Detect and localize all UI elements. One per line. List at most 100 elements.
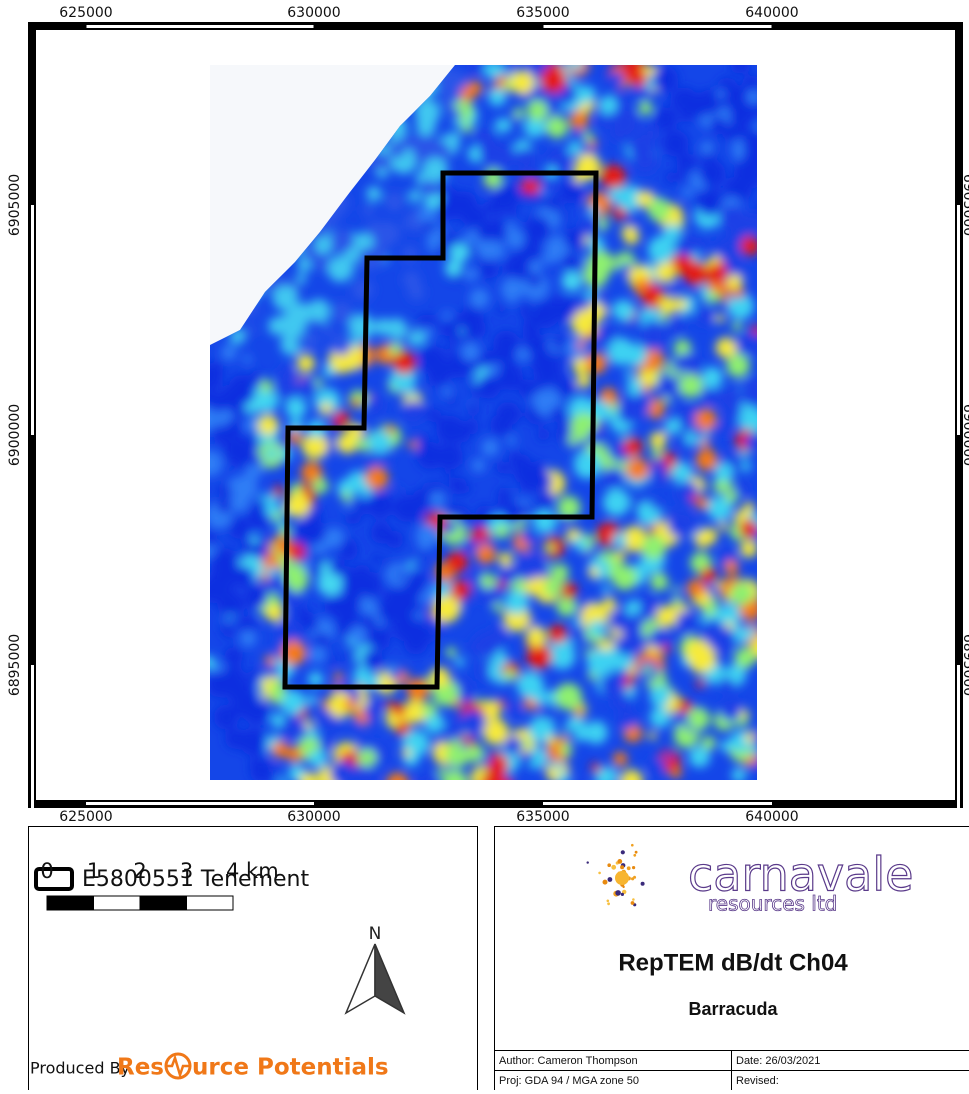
heat-blob xyxy=(333,304,353,324)
heat-blob xyxy=(363,204,375,216)
heat-blob xyxy=(319,314,328,323)
heat-blob xyxy=(677,153,697,173)
heat-blob xyxy=(639,101,653,115)
heat-blob xyxy=(719,421,732,434)
heat-blob xyxy=(719,522,728,531)
heat-blob xyxy=(385,192,405,212)
logo-dot xyxy=(621,850,625,854)
logo-dot xyxy=(631,844,634,847)
heat-blob xyxy=(476,544,496,564)
heat-blob xyxy=(719,205,746,232)
heat-blob xyxy=(309,750,327,768)
heat-blob xyxy=(461,316,480,335)
heat-blob xyxy=(272,741,289,758)
map-subtitle: Barracuda xyxy=(688,999,778,1019)
heat-blob xyxy=(614,208,626,220)
heat-blob xyxy=(266,448,277,459)
logo-dot xyxy=(608,877,613,882)
heat-blob xyxy=(724,85,749,110)
heat-blob xyxy=(345,651,354,660)
logo-dot xyxy=(631,901,635,905)
heat-blob xyxy=(691,495,699,503)
heat-blob xyxy=(602,585,611,594)
logo-dot xyxy=(615,890,621,896)
heat-blob xyxy=(223,627,234,638)
heat-blob xyxy=(240,728,267,755)
heat-blob xyxy=(681,112,692,123)
heat-blob xyxy=(240,630,257,647)
heat-blob xyxy=(295,337,305,347)
heat-blob xyxy=(243,355,252,364)
heat-blob xyxy=(249,757,264,772)
heat-blob xyxy=(716,237,741,262)
heat-blob xyxy=(730,582,754,606)
heat-blob xyxy=(461,741,469,749)
heat-blob xyxy=(258,415,279,436)
heat-blob xyxy=(449,332,460,343)
heat-blob xyxy=(650,573,668,591)
x-coord-label: 640000 xyxy=(745,809,798,825)
heat-blob xyxy=(460,710,486,736)
heat-blob xyxy=(479,140,504,165)
heat-blob xyxy=(672,597,681,606)
heat-blob xyxy=(533,690,548,705)
heat-blob xyxy=(365,614,374,623)
heat-blob xyxy=(573,618,581,626)
frame-segment xyxy=(957,205,960,435)
heat-blob xyxy=(446,647,456,657)
heat-blob xyxy=(650,432,667,449)
heat-blob xyxy=(732,322,742,332)
heat-blob xyxy=(641,568,649,576)
heat-blob xyxy=(648,758,666,776)
heat-blob xyxy=(539,490,555,506)
heat-blob xyxy=(298,258,312,272)
scale-label: 0 xyxy=(40,859,53,883)
heat-blob xyxy=(329,560,344,575)
y-coord-label: 6900000 xyxy=(7,404,23,466)
heat-blob xyxy=(611,445,623,457)
heat-blob xyxy=(483,719,509,745)
heat-blob xyxy=(408,190,421,203)
heat-blob xyxy=(505,590,529,614)
heat-blob xyxy=(656,457,666,467)
heat-blob xyxy=(392,703,406,717)
heat-blob xyxy=(736,510,745,519)
heat-blob xyxy=(495,525,509,539)
heat-blob xyxy=(648,464,668,484)
heat-blob xyxy=(437,768,446,777)
heat-blob xyxy=(499,566,518,585)
heat-blob xyxy=(360,598,377,615)
heat-blob xyxy=(446,551,468,573)
heat-blob xyxy=(503,502,525,524)
heat-blob xyxy=(739,520,757,538)
heat-blob xyxy=(404,631,428,655)
logo-dot xyxy=(617,859,622,864)
table-cell: Date: 26/03/2021 xyxy=(736,1055,820,1067)
heat-blob xyxy=(679,374,703,398)
heat-blob xyxy=(290,303,312,325)
heat-blob xyxy=(243,419,257,433)
heat-blob xyxy=(550,294,558,302)
heat-blob xyxy=(696,308,713,325)
heat-blob xyxy=(493,603,503,613)
heat-blob xyxy=(725,491,738,504)
heat-blob xyxy=(551,407,565,421)
heat-blob xyxy=(650,707,671,728)
heat-blob xyxy=(515,411,523,419)
heat-blob xyxy=(516,261,529,274)
table-cell: Author: Cameron Thompson xyxy=(499,1055,638,1067)
heat-blob xyxy=(676,235,697,256)
heat-blob xyxy=(515,148,536,169)
heat-blob xyxy=(668,283,681,296)
heat-blob xyxy=(372,554,381,563)
heat-blob xyxy=(651,499,662,510)
heat-blob xyxy=(667,139,683,155)
x-coord-label: 635000 xyxy=(516,809,569,825)
heat-blob xyxy=(537,428,549,440)
heat-blob xyxy=(462,123,472,133)
heat-blob xyxy=(603,467,625,489)
heat-blob xyxy=(422,703,437,718)
heat-blob xyxy=(618,710,637,729)
heat-blob xyxy=(715,581,723,589)
x-coord-label: 640000 xyxy=(745,5,798,21)
